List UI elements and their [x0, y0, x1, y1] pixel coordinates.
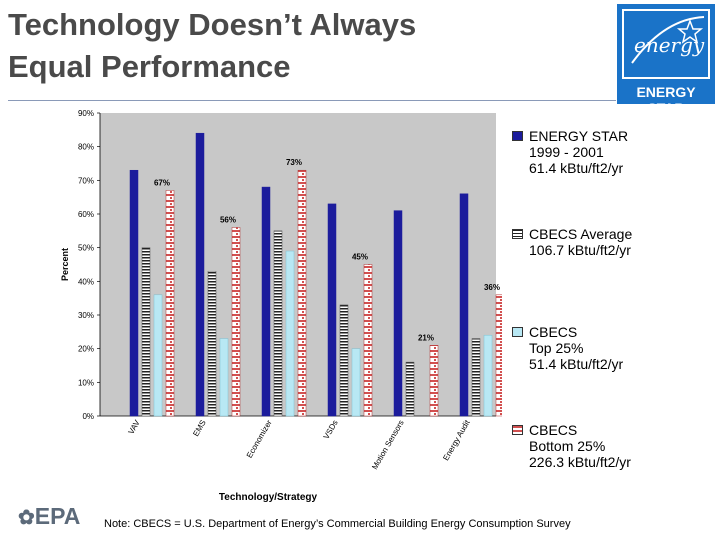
legend-swatch	[512, 229, 523, 239]
energy-star-bar	[393, 210, 403, 417]
cbecs-average-bar	[273, 230, 283, 417]
legend-cbecs-average: CBECS Average 106.7 kBtu/ft2/yr	[512, 226, 632, 258]
energy-star-bar	[129, 169, 139, 417]
y-tick-label: 10%	[78, 378, 94, 387]
logo-frame: energy	[622, 9, 710, 79]
x-tick-label: VSDs	[322, 419, 340, 441]
legend-text: Top 25%	[529, 340, 584, 356]
x-tick-label: VAV	[127, 418, 143, 436]
cbecs-average-bar	[141, 247, 151, 417]
x-tick-label: Energy Audit	[441, 418, 472, 462]
y-tick-label: 90%	[78, 109, 94, 118]
legend-text: CBECS	[529, 422, 578, 438]
page-title: Technology Doesn’t Always Equal Performa…	[8, 4, 416, 88]
x-axis-label: Technology/Strategy	[219, 492, 318, 503]
legend-energy-star: ENERGY STAR 1999 - 2001 61.4 kBtu/ft2/yr	[512, 128, 628, 176]
x-tick-label: Economizer	[245, 418, 274, 459]
legend-text: 226.3 kBtu/ft2/yr	[529, 454, 631, 470]
epa-logo-text: EPA	[34, 503, 81, 529]
legend-text: CBECS	[529, 324, 578, 340]
energy-star-bar	[327, 203, 337, 417]
energy-star-bar	[261, 186, 271, 417]
cbecs-bottom-bar	[231, 227, 241, 417]
legend-swatch	[512, 327, 523, 337]
legend-cbecs-bottom: CBECS Bottom 25% 226.3 kBtu/ft2/yr	[512, 422, 631, 470]
title-line-1: Technology Doesn’t Always	[8, 7, 417, 42]
data-label: 21%	[418, 333, 434, 342]
logo-text: ENERGY STAR	[636, 84, 696, 116]
legend-text: 1999 - 2001	[529, 144, 604, 160]
cbecs-top-bar	[219, 338, 229, 417]
y-tick-label: 70%	[78, 176, 94, 185]
epa-flower-icon: ✿	[18, 507, 35, 529]
cbecs-bottom-bar	[297, 169, 307, 417]
legend-swatch	[512, 131, 523, 141]
energy-star-bar	[195, 132, 205, 417]
legend-swatch	[512, 425, 523, 435]
cbecs-bottom-bar	[165, 190, 175, 417]
x-tick-label: Motion Sensors	[370, 419, 406, 472]
cbecs-average-bar	[405, 361, 415, 417]
legend-text: CBECS Average	[529, 226, 633, 242]
y-tick-label: 20%	[78, 345, 94, 354]
energy-star-bar	[459, 193, 469, 417]
cbecs-average-bar	[471, 338, 481, 417]
y-tick-label: 60%	[78, 210, 94, 219]
y-tick-label: 80%	[78, 143, 94, 152]
legend-text: ENERGY STAR	[529, 128, 629, 144]
cbecs-bottom-bar	[363, 264, 373, 417]
y-tick-label: 50%	[78, 244, 94, 253]
legend-cbecs-top: CBECS Top 25% 51.4 kBtu/ft2/yr	[512, 324, 623, 372]
y-axis-label: Percent	[60, 248, 70, 281]
footnote: Note: CBECS = U.S. Department of Energy’…	[104, 518, 571, 530]
logo-script-text: energy	[634, 33, 705, 57]
legend-text: 51.4 kBtu/ft2/yr	[529, 356, 624, 372]
cbecs-top-bar	[153, 294, 163, 417]
title-divider	[8, 100, 616, 101]
data-label: 56%	[220, 215, 236, 224]
star-icon	[631, 16, 705, 64]
data-label: 36%	[484, 283, 500, 292]
data-label: 73%	[286, 158, 302, 167]
legend-text: Bottom 25%	[529, 438, 606, 454]
cbecs-bottom-bar	[429, 345, 439, 417]
epa-logo: ✿EPA	[18, 503, 80, 530]
legend-text: 61.4 kBtu/ft2/yr	[529, 160, 624, 176]
y-tick-label: 40%	[78, 277, 94, 286]
y-tick-label: 0%	[82, 412, 94, 421]
legend-text: 106.7 kBtu/ft2/yr	[529, 242, 631, 258]
title-line-2: Equal Performance	[8, 49, 291, 84]
cbecs-top-bar	[285, 250, 295, 417]
x-tick-label: EMS	[191, 419, 207, 439]
cbecs-top-bar	[351, 348, 361, 417]
data-label: 45%	[352, 253, 368, 262]
y-tick-label: 30%	[78, 311, 94, 320]
cbecs-bottom-bar	[495, 294, 502, 417]
bar-chart: 0% 10% 20% 30% 40% 50% 60% 70% 80% 90% 67% VAV 56% EM…	[60, 109, 502, 503]
energy-star-logo: energy ENERGY STAR	[617, 4, 715, 116]
cbecs-average-bar	[207, 270, 217, 417]
cbecs-top-bar	[483, 334, 493, 417]
cbecs-average-bar	[339, 304, 349, 417]
data-label: 67%	[154, 178, 170, 187]
